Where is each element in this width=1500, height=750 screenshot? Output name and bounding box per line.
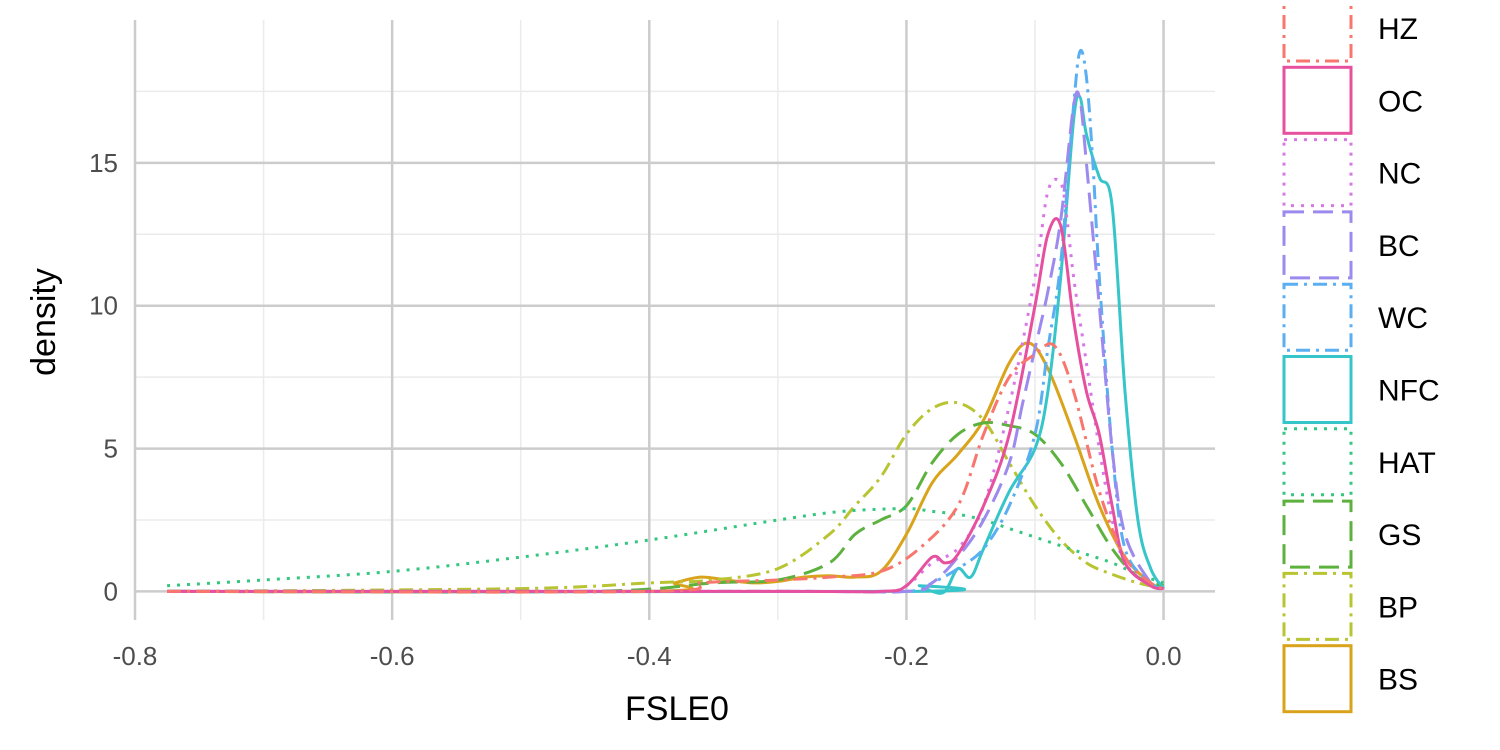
- legend-label: BS: [1378, 664, 1418, 697]
- legend-label: BP: [1378, 591, 1418, 624]
- density-curve-bs: [167, 341, 1165, 594]
- legend-item-hz: HZ: [1282, 0, 1418, 63]
- legend-key: [1282, 282, 1353, 352]
- legend-label: OC: [1378, 85, 1423, 118]
- legend-key: [1282, 571, 1353, 641]
- y-tick-label: 5: [104, 434, 118, 464]
- legend-item-nfc: NFC: [1282, 355, 1440, 424]
- density-curve-nc: [167, 177, 1164, 594]
- legend-item-bc: BC: [1282, 210, 1420, 280]
- legend: HZ OC NC BC WC NFC HAT GS BP BS: [1282, 0, 1440, 714]
- legend-item-bp: BP: [1282, 571, 1418, 641]
- density-curves: [167, 48, 1165, 595]
- x-axis-title: FSLE0: [625, 690, 729, 728]
- y-axis-ticks: 0 5 10 15: [89, 148, 118, 607]
- legend-label: NFC: [1378, 375, 1440, 408]
- x-tick-label: 0.0: [1145, 641, 1181, 671]
- legend-item-gs: GS: [1282, 499, 1421, 569]
- y-axis-title: density: [25, 268, 63, 376]
- legend-key: [1282, 355, 1353, 424]
- legend-key: [1282, 138, 1353, 208]
- y-tick-label: 15: [89, 148, 118, 178]
- legend-key: [1282, 0, 1353, 63]
- x-tick-label: -0.4: [627, 641, 672, 671]
- x-tick-label: -0.2: [884, 641, 929, 671]
- x-tick-label: -0.8: [113, 641, 158, 671]
- legend-label: NC: [1378, 158, 1421, 191]
- density-curve-bc: [167, 90, 1165, 594]
- legend-label: BC: [1378, 230, 1420, 263]
- legend-label: HZ: [1378, 13, 1418, 46]
- legend-item-nc: NC: [1282, 138, 1421, 208]
- legend-key: [1282, 644, 1353, 714]
- legend-key: [1282, 65, 1353, 135]
- legend-label: GS: [1378, 519, 1421, 552]
- x-tick-label: -0.6: [370, 641, 415, 671]
- density-curve-gs: [167, 420, 1165, 594]
- legend-key: [1282, 210, 1353, 280]
- legend-item-wc: WC: [1282, 282, 1428, 352]
- density-curve-bp: [167, 400, 1164, 593]
- minor-grid: [135, 20, 1215, 620]
- density-curve-hz: [167, 342, 1165, 594]
- legend-item-hat: HAT: [1282, 427, 1436, 497]
- density-curve-nfc: [167, 93, 1165, 595]
- legend-key: [1282, 427, 1353, 497]
- density-curve-wc: [167, 48, 1165, 594]
- legend-key: [1282, 499, 1353, 569]
- legend-item-oc: OC: [1282, 65, 1423, 135]
- y-tick-label: 0: [104, 576, 118, 606]
- legend-label: WC: [1378, 302, 1428, 335]
- y-tick-label: 10: [89, 291, 118, 321]
- x-axis-ticks: -0.8 -0.6 -0.4 -0.2 0.0: [113, 641, 1182, 671]
- density-curve-oc: [167, 217, 1164, 594]
- legend-item-bs: BS: [1282, 644, 1418, 714]
- legend-label: HAT: [1378, 447, 1436, 480]
